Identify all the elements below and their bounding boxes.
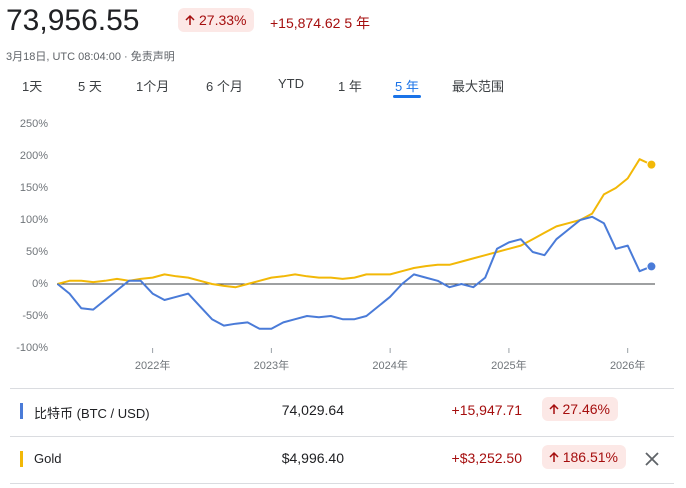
- up-arrow: [548, 403, 559, 414]
- change-pct: 27.33%: [199, 12, 247, 28]
- close-icon[interactable]: [644, 451, 660, 467]
- y-tick-label: 0%: [32, 278, 48, 290]
- y-tick-label: -50%: [22, 310, 48, 322]
- legend-name: Gold: [34, 451, 62, 466]
- row-change: +$3,252.50: [451, 450, 522, 466]
- end-dot: [646, 261, 657, 272]
- series-line: [57, 158, 652, 289]
- tab[interactable]: 5 天: [78, 79, 102, 94]
- tab[interactable]: 1天: [22, 79, 43, 94]
- row-change-pct: 27.46%: [562, 401, 610, 417]
- change: +15,874.62 5 年: [270, 13, 370, 33]
- tab[interactable]: 5 年: [395, 79, 419, 94]
- timestamp-line: 3月18日, UTC 08:04:00 · 免责声明: [6, 48, 175, 64]
- price: 73,956.55: [6, 4, 140, 37]
- y-tick-label: 150%: [20, 182, 48, 194]
- x-tick-label: 2022年: [135, 358, 170, 372]
- row-change-chip: 186.51%: [541, 445, 626, 469]
- y-tick-label: 50%: [26, 246, 48, 258]
- timestamp: 3月18日, UTC 08:04:00 ·: [6, 51, 131, 63]
- row-price: $4,996.40: [281, 450, 344, 466]
- compare-row: 比特币 (BTC / USD) 74,029.64 +15,947.71 27.46%: [10, 388, 674, 435]
- tab[interactable]: YTD: [278, 76, 304, 91]
- series-line: [56, 215, 652, 330]
- tab[interactable]: 最大范围: [452, 79, 505, 94]
- change-abs: +15,874.62: [270, 15, 341, 31]
- y-tick-label: 200%: [20, 150, 48, 162]
- tab[interactable]: 1 年: [338, 79, 362, 94]
- compare-row: Gold $4,996.40 +$3,252.50 186.51%: [10, 436, 674, 484]
- series-swatch: [20, 403, 23, 419]
- row-change: +15,947.71: [451, 402, 522, 418]
- period: 5 年: [344, 15, 371, 31]
- tab[interactable]: 6 个月: [206, 79, 243, 94]
- x-tick-label: 2024年: [372, 358, 407, 372]
- series-swatch: [20, 451, 23, 467]
- x-tick-label: 2025年: [491, 358, 526, 372]
- row-change-pct: 186.51%: [562, 449, 618, 465]
- tab[interactable]: 1个月: [136, 79, 170, 94]
- up-arrow: [185, 14, 195, 25]
- x-tick-label: 2026年: [610, 358, 645, 372]
- y-tick-label: 100%: [20, 214, 48, 226]
- tab-underline: [393, 95, 421, 98]
- y-tick-label: -100%: [16, 342, 48, 354]
- y-tick-label: 250%: [20, 118, 48, 130]
- remove-button[interactable]: [644, 451, 660, 472]
- change-chip: 27.33%: [178, 8, 255, 32]
- legend-name: 比特币 (BTC / USD): [34, 406, 150, 421]
- up-arrow: [549, 451, 559, 462]
- end-dot: [646, 159, 657, 170]
- row-price: 74,029.64: [281, 402, 344, 418]
- x-tick-label: 2023年: [254, 358, 289, 372]
- disclaimer-link[interactable]: 免责声明: [130, 51, 175, 63]
- row-change-chip: 27.46%: [541, 397, 618, 421]
- chart: 250% 200% 150% 100% 50% 0% -50% -100% 2022年 2023年…: [16, 118, 657, 372]
